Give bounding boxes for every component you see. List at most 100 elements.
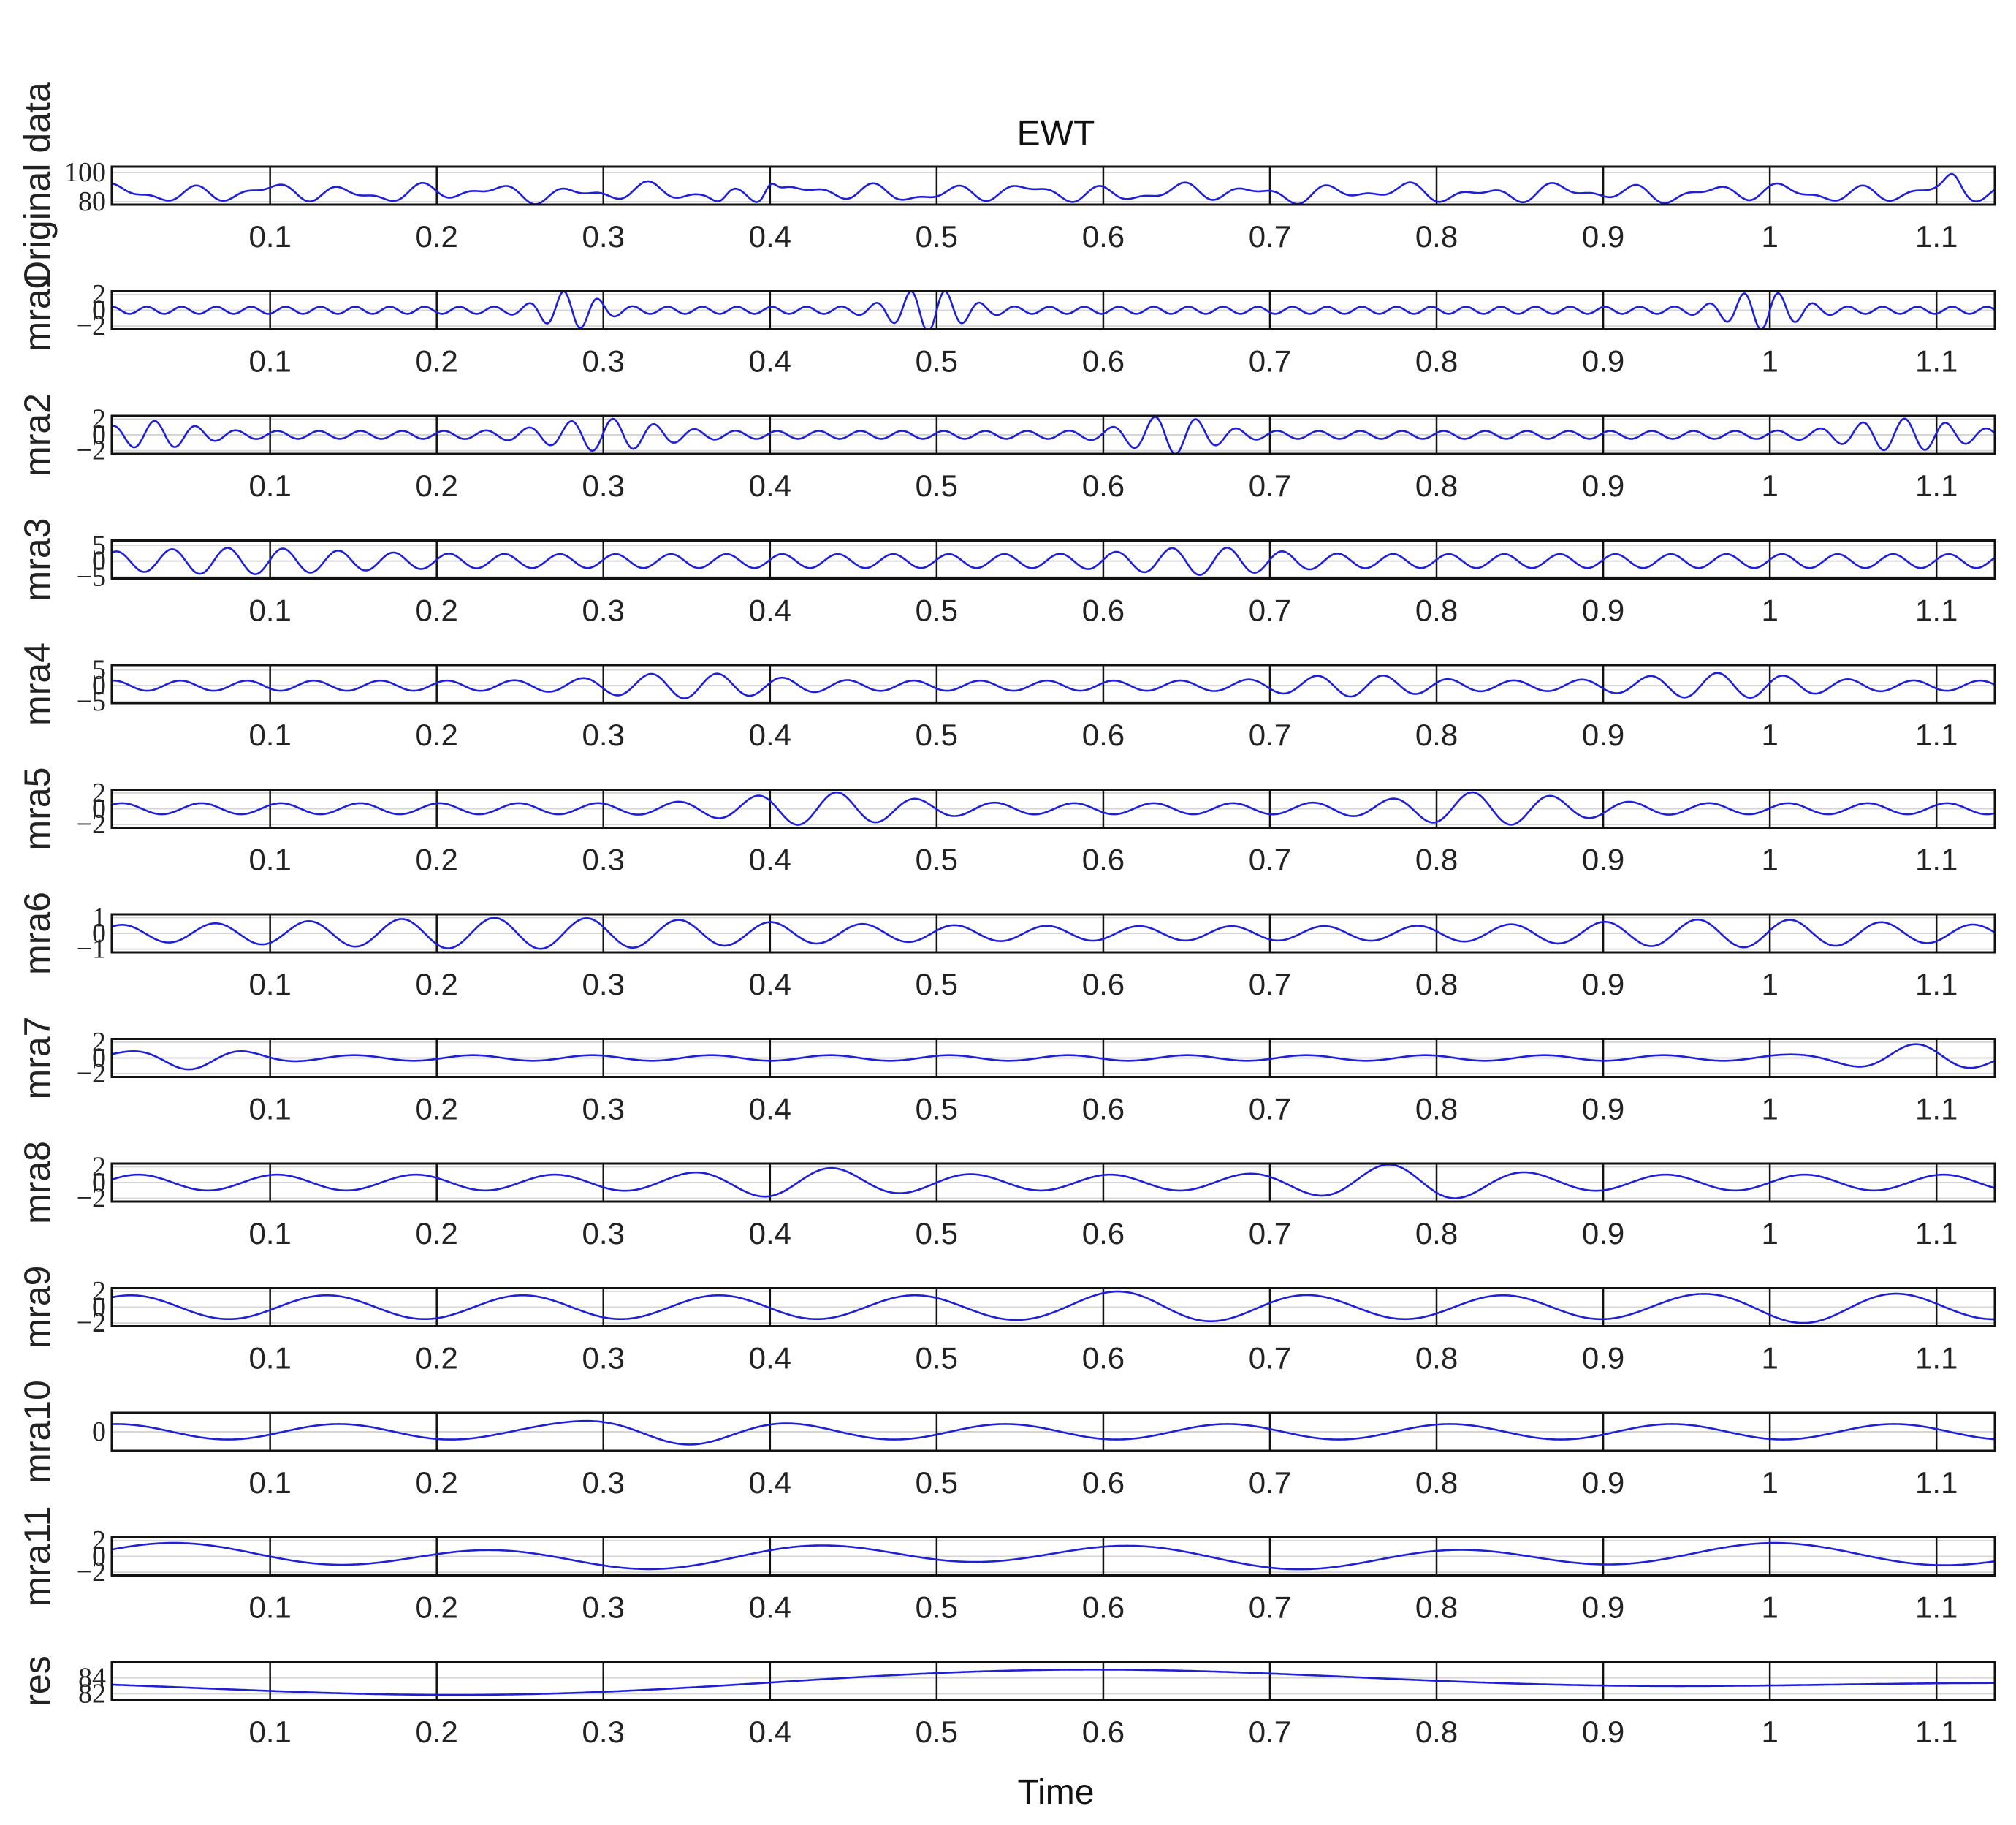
y-tick-label: −2: [77, 1557, 106, 1587]
x-tick-label: 0.6: [1082, 967, 1125, 1001]
y-axis-label: mra5: [17, 767, 58, 851]
y-tick-label: 100: [64, 157, 106, 188]
x-tick-label: 0.3: [582, 1092, 625, 1126]
y-axis-label: mra4: [17, 642, 58, 726]
y-tick-label: 2: [92, 403, 106, 434]
x-tick-label: 1: [1761, 1092, 1778, 1126]
x-tick-label: 0.3: [582, 219, 625, 254]
axes-box: [110, 789, 1996, 829]
y-tick-label: 2: [92, 1151, 106, 1182]
x-tick-label: 1.1: [1915, 843, 1958, 877]
series-line: [111, 1043, 1996, 1071]
x-tick-label: 0.1: [248, 1092, 291, 1126]
x-tick-label: 0.5: [916, 593, 958, 628]
x-tick-label: 0.4: [749, 718, 791, 752]
y-tick-label: −2: [77, 809, 106, 840]
x-tick-label: 0.9: [1582, 967, 1624, 1001]
series-line: [111, 1669, 1996, 1696]
x-tick-label: 0.3: [582, 1465, 625, 1500]
y-axis-label: mra1: [17, 269, 58, 352]
series-line: [111, 1164, 1996, 1199]
y-axis-label: mra9: [17, 1266, 58, 1349]
y-tick-label: 2: [92, 1276, 106, 1307]
y-tick-label: 2: [92, 1027, 106, 1058]
x-tick-label: 0.3: [582, 344, 625, 379]
x-tick-label: 0.2: [416, 468, 458, 503]
x-tick-label: 0.1: [248, 967, 291, 1001]
x-tick-label: 0.9: [1582, 1092, 1624, 1126]
x-tick-label: 0.2: [416, 1216, 458, 1251]
x-tick-label: 0.4: [749, 1341, 791, 1376]
x-tick-label: 0.4: [749, 344, 791, 379]
x-tick-label: 0.1: [248, 718, 291, 752]
x-tick-label: 1: [1761, 468, 1778, 503]
x-tick-label: 0.6: [1082, 1216, 1125, 1251]
x-tick-label: 1: [1761, 967, 1778, 1001]
x-tick-label: 0.6: [1082, 1590, 1125, 1625]
x-tick-label: 0.7: [1249, 967, 1291, 1001]
y-tick-label: −2: [77, 1058, 106, 1089]
x-tick-label: 0.1: [248, 468, 291, 503]
y-tick-label: 1: [92, 902, 106, 933]
x-tick-label: 0.4: [749, 1465, 791, 1500]
x-tick-label: 1: [1761, 344, 1778, 379]
x-tick-label: 0.8: [1415, 344, 1458, 379]
x-tick-label: 0.5: [916, 1715, 958, 1749]
subplot-mra11: −202 0.1 0.2 0.3 0.4 0.5 0.6 0.7 0.8 0.9 1 1.1 mra11: [17, 1506, 1996, 1625]
y-tick-label: 5: [92, 655, 106, 686]
x-tick-label: 0.9: [1582, 468, 1624, 503]
series-line: [111, 172, 1996, 205]
axes-box: [110, 290, 1996, 330]
subplot-mra3: −505 0.1 0.2 0.3 0.4 0.5 0.6 0.7 0.8 0.9 1 1.1 mra3: [17, 518, 1996, 628]
series-line: [111, 917, 1996, 950]
x-tick-label: 0.5: [916, 1590, 958, 1625]
series-line: [111, 672, 1996, 699]
x-tick-label: 0.5: [916, 718, 958, 752]
x-tick-label: 0.8: [1415, 1590, 1458, 1625]
y-tick-label: 5: [92, 530, 106, 561]
subplot-mra1: −202 0.1 0.2 0.3 0.4 0.5 0.6 0.7 0.8 0.9 1 1.1 mra1: [17, 269, 1996, 379]
x-tick-label: 1.1: [1915, 468, 1958, 503]
x-tick-label: 0.6: [1082, 219, 1125, 254]
y-tick-label: 82: [78, 1678, 106, 1709]
x-tick-label: 0.1: [248, 1715, 291, 1749]
x-tick-label: 1.1: [1915, 1590, 1958, 1625]
y-tick-label: 0: [92, 295, 106, 326]
x-tick-label: 0.8: [1415, 843, 1458, 877]
x-tick-label: 0.3: [582, 1715, 625, 1749]
x-tick-label: 0.5: [916, 1465, 958, 1500]
x-tick-label: 0.6: [1082, 593, 1125, 628]
x-tick-label: 0.9: [1582, 1465, 1624, 1500]
y-axis-label: mra8: [17, 1141, 58, 1224]
x-tick-label: 0.3: [582, 593, 625, 628]
x-tick-label: 0.8: [1415, 1715, 1458, 1749]
y-axis-label: Original data: [17, 82, 58, 289]
x-tick-label: 0.3: [582, 468, 625, 503]
x-tick-label: 0.5: [916, 468, 958, 503]
x-tick-label: 0.7: [1249, 468, 1291, 503]
y-axis-label: mra3: [17, 518, 58, 602]
x-tick-label: 1: [1761, 718, 1778, 752]
subplot-mra10: 0 0.1 0.2 0.3 0.4 0.5 0.6 0.7 0.8 0.9 1 1.1 mra10: [17, 1380, 1996, 1500]
x-tick-label: 0.8: [1415, 1092, 1458, 1126]
x-tick-label: 0.7: [1249, 843, 1291, 877]
x-tick-label: 0.8: [1415, 593, 1458, 628]
x-tick-label: 0.9: [1582, 718, 1624, 752]
axes-box: [110, 1411, 1996, 1452]
x-tick-label: 0.6: [1082, 718, 1125, 752]
x-tick-label: 0.4: [749, 593, 791, 628]
x-tick-label: 0.9: [1582, 1715, 1624, 1749]
x-tick-label: 1: [1761, 1216, 1778, 1251]
x-tick-label: 0.5: [916, 1216, 958, 1251]
x-tick-label: 0.5: [916, 843, 958, 877]
x-tick-label: 0.2: [416, 1715, 458, 1749]
y-tick-label: 0: [92, 1416, 106, 1447]
chart-title: EWT: [1017, 114, 1095, 153]
series-line: [111, 1419, 1996, 1446]
x-tick-label: 0.8: [1415, 718, 1458, 752]
x-tick-label: 1: [1761, 1715, 1778, 1749]
x-tick-label: 0.7: [1249, 219, 1291, 254]
y-axis-label: res: [17, 1655, 58, 1706]
x-tick-label: 0.9: [1582, 843, 1624, 877]
